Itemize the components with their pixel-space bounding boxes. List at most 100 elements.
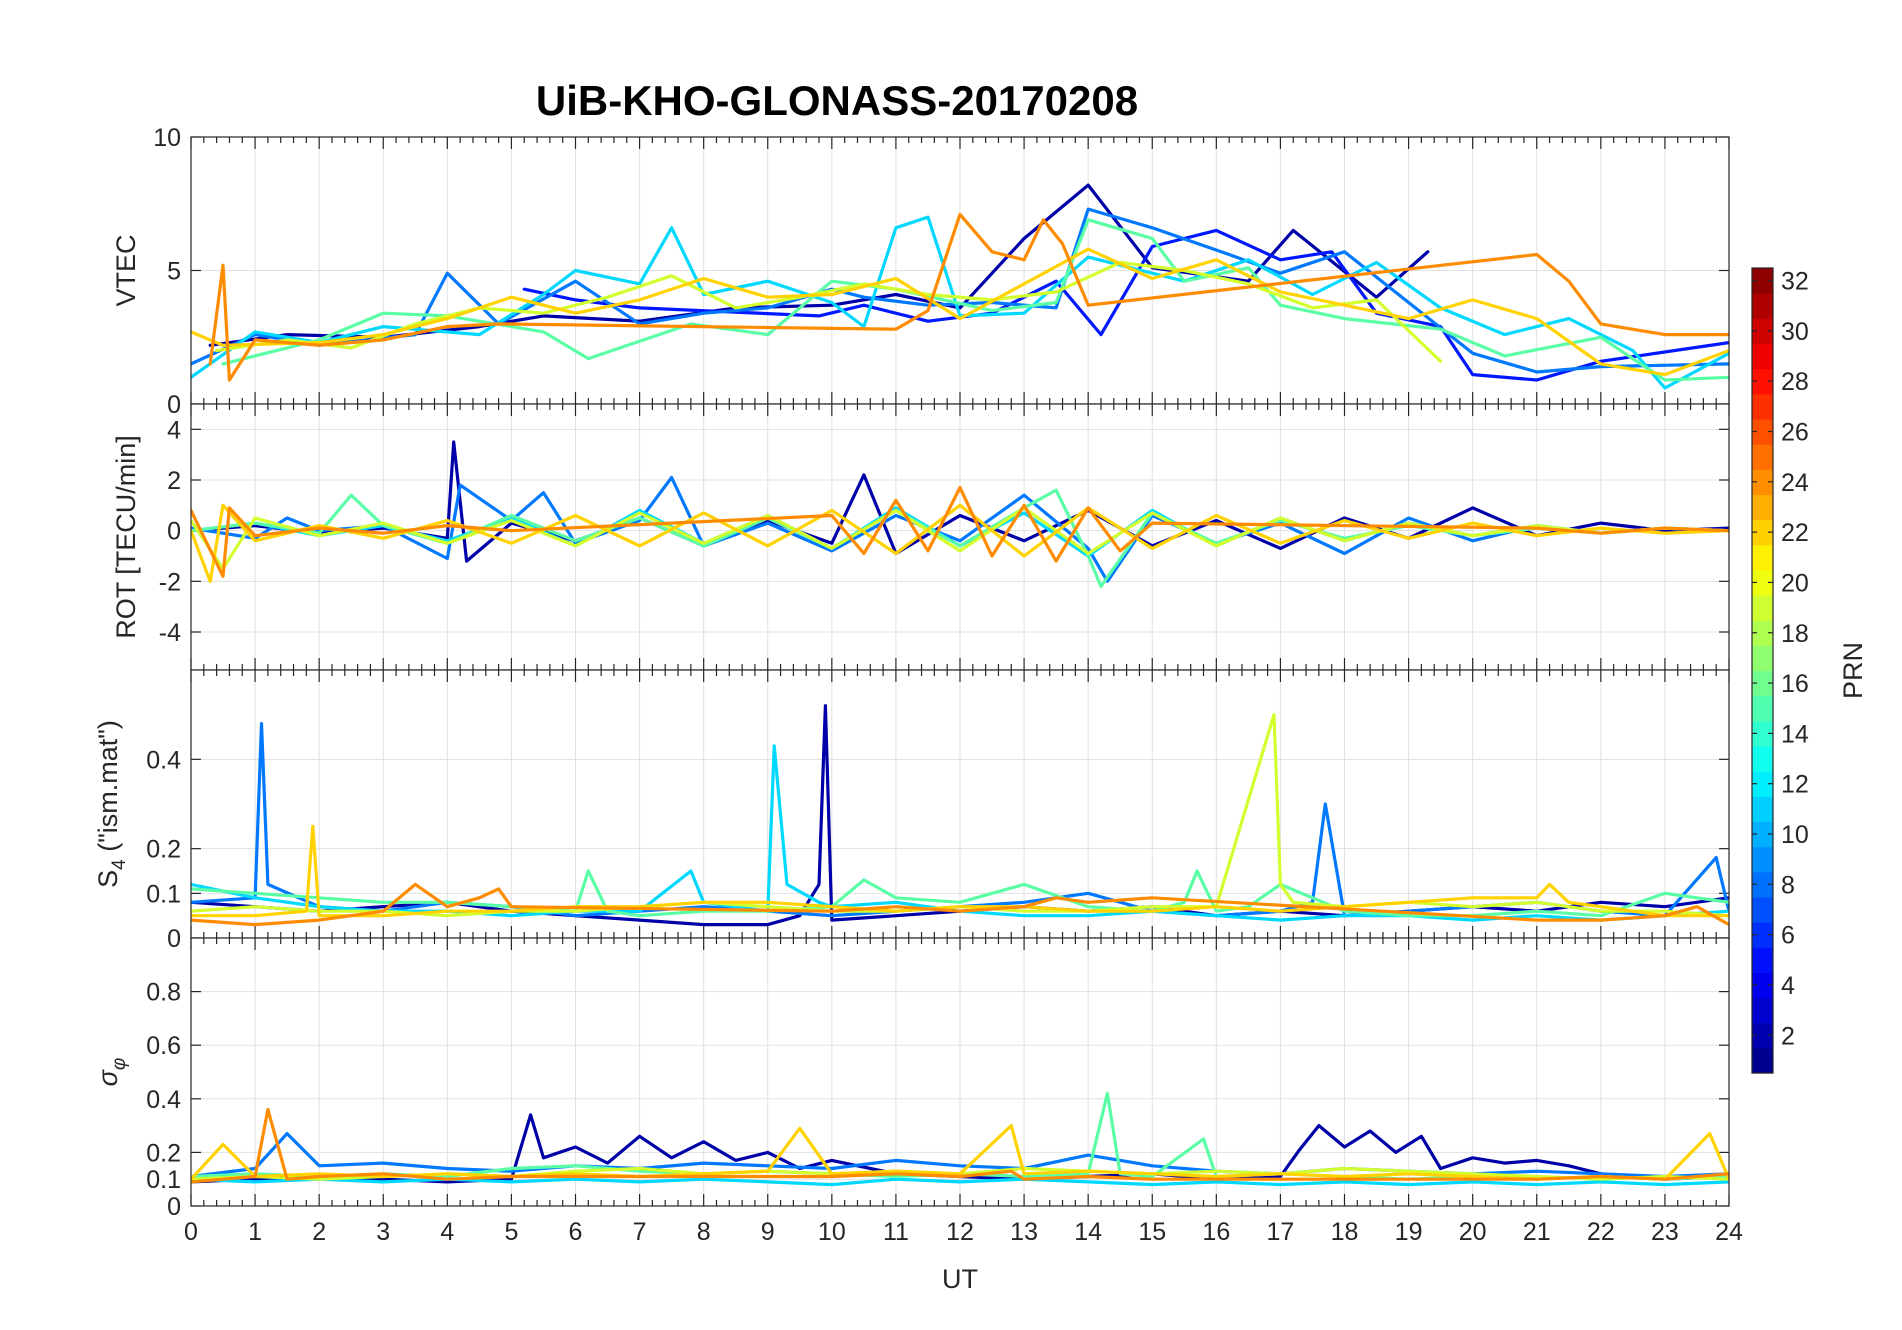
- colorbar-tick-label: 30: [1781, 318, 1809, 346]
- series-line-prn-19: [215, 260, 1443, 363]
- colorbar-segment: [1752, 494, 1773, 521]
- series-line-prn-24: [191, 1107, 1729, 1184]
- colorbar-segment: [1752, 922, 1773, 948]
- y-axis-label: VTEC: [111, 234, 141, 306]
- colorbar-tick-label: 12: [1781, 771, 1809, 799]
- x-tick-label: 16: [1202, 1218, 1230, 1246]
- y-tick-label: 0: [167, 518, 181, 546]
- colorbar-segment: [1752, 771, 1773, 797]
- series-line-prn-24: [191, 486, 1729, 578]
- colorbar-frame: [1751, 267, 1774, 1074]
- x-tick-label: 1: [248, 1218, 262, 1246]
- x-tick-label: 5: [504, 1218, 518, 1246]
- colorbar-segment: [1752, 947, 1773, 973]
- colorbar-segment: [1752, 695, 1773, 722]
- y-axis-label: S4 ("ism.mat"): [93, 720, 130, 888]
- panel-s4: 0 0.1 0.2 0.4 S4 ("ism.mat"): [93, 669, 1730, 953]
- series-line-prn-21: [191, 1123, 1729, 1181]
- x-tick-label: 6: [569, 1218, 583, 1246]
- colorbar-tick-label: 14: [1781, 720, 1809, 748]
- series-line-prn-2: [208, 183, 1430, 347]
- y-tick-label: 0.1: [146, 880, 181, 908]
- x-tick-label: 9: [761, 1218, 775, 1246]
- series-line-prn-21: [191, 247, 1729, 377]
- x-tick-label: 21: [1523, 1218, 1551, 1246]
- colorbar-segment: [1752, 368, 1773, 395]
- y-tick-label: 5: [167, 258, 181, 286]
- colorbar-segment: [1752, 972, 1773, 999]
- y-tick-label: 0: [167, 391, 181, 419]
- series-line-prn-15: [221, 218, 1729, 382]
- colorbar-tick-label: 8: [1781, 871, 1795, 899]
- x-tick-label: 13: [1010, 1218, 1038, 1246]
- colorbar-segment: [1752, 1047, 1773, 1074]
- series-group: [191, 704, 1729, 927]
- colorbar-segment: [1752, 318, 1773, 345]
- figure-title: UiB-KHO-GLONASS-20170208: [536, 77, 1138, 124]
- colorbar-segment: [1752, 821, 1773, 848]
- colorbar-segment: [1752, 343, 1773, 370]
- colorbar-segment: [1752, 745, 1773, 772]
- y-tick-label: -2: [159, 568, 181, 596]
- y-tick-label: 0.4: [146, 746, 181, 774]
- series-group: [191, 183, 1729, 390]
- colorbar-tick-label: 6: [1781, 922, 1795, 950]
- colorbar-segment: [1752, 595, 1773, 621]
- x-tick-label: 3: [376, 1218, 390, 1246]
- colorbar-segment: [1752, 620, 1773, 646]
- colorbar-tick-label: 4: [1781, 972, 1795, 1000]
- y-tick-label: 0.1: [146, 1166, 181, 1194]
- colorbar-segment: [1752, 544, 1773, 571]
- panel-rot: -4 -2 0 2 4 ROT [TECU/min]: [111, 403, 1730, 671]
- colorbar-segment: [1752, 418, 1773, 445]
- colorbar-segment: [1752, 268, 1773, 294]
- colorbar-tick-label: 16: [1781, 670, 1809, 698]
- x-tick-label: 20: [1459, 1218, 1487, 1246]
- x-tick-label: 10: [818, 1218, 846, 1246]
- series-group: [191, 1091, 1729, 1187]
- colorbar-segment: [1752, 846, 1773, 873]
- y-tick-label: -4: [159, 619, 181, 647]
- x-tick-label: 4: [440, 1218, 454, 1246]
- colorbar-segment: [1752, 519, 1773, 546]
- colorbar-segment: [1752, 293, 1773, 319]
- x-tick-label: 15: [1138, 1218, 1166, 1246]
- y-tick-label: 10: [153, 124, 181, 152]
- x-tick-label: 18: [1331, 1218, 1359, 1246]
- x-tick-label: 0: [184, 1218, 198, 1246]
- x-tick-label: 23: [1651, 1218, 1679, 1246]
- x-tick-label: 24: [1715, 1218, 1743, 1246]
- x-tick-label: 12: [946, 1218, 974, 1246]
- series-line-prn-19: [191, 713, 1729, 918]
- series-line-prn-2: [191, 440, 1729, 563]
- x-tick-label: 22: [1587, 1218, 1615, 1246]
- y-tick-label: 0.2: [146, 836, 181, 864]
- panel-frame: [190, 937, 1730, 1207]
- colorbar-segment: [1752, 469, 1773, 496]
- colorbar-tick-label: 18: [1781, 620, 1809, 648]
- series-line-prn-8: [191, 207, 1729, 374]
- colorbar-segment: [1752, 997, 1773, 1024]
- panel-sigma_phi: 00.10.2 0.4 0.6 0.8 σφ: [93, 937, 1730, 1221]
- series-line-prn-4: [522, 228, 1729, 382]
- colorbar-tick-label: 20: [1781, 569, 1809, 597]
- colorbar-tick-label: 10: [1781, 821, 1809, 849]
- y-tick-label: 4: [167, 416, 181, 444]
- colorbar-segment: [1752, 645, 1773, 672]
- y-tick-label: 0.2: [146, 1139, 181, 1167]
- x-tick-label: 19: [1395, 1218, 1423, 1246]
- y-axis-label: σφ: [93, 1058, 130, 1087]
- colorbar-label: PRN: [1838, 642, 1868, 699]
- x-tick-label: 8: [697, 1218, 711, 1246]
- colorbar-segment: [1752, 796, 1773, 823]
- x-tick-label: 11: [883, 1218, 909, 1246]
- x-tick-label: 14: [1074, 1218, 1102, 1246]
- colorbar-tick-label: 22: [1781, 519, 1809, 547]
- colorbar-tick-label: 28: [1781, 368, 1809, 396]
- y-tick-label: 0: [167, 925, 181, 953]
- series-group: [191, 440, 1729, 589]
- y-tick-label: 0.8: [146, 979, 181, 1007]
